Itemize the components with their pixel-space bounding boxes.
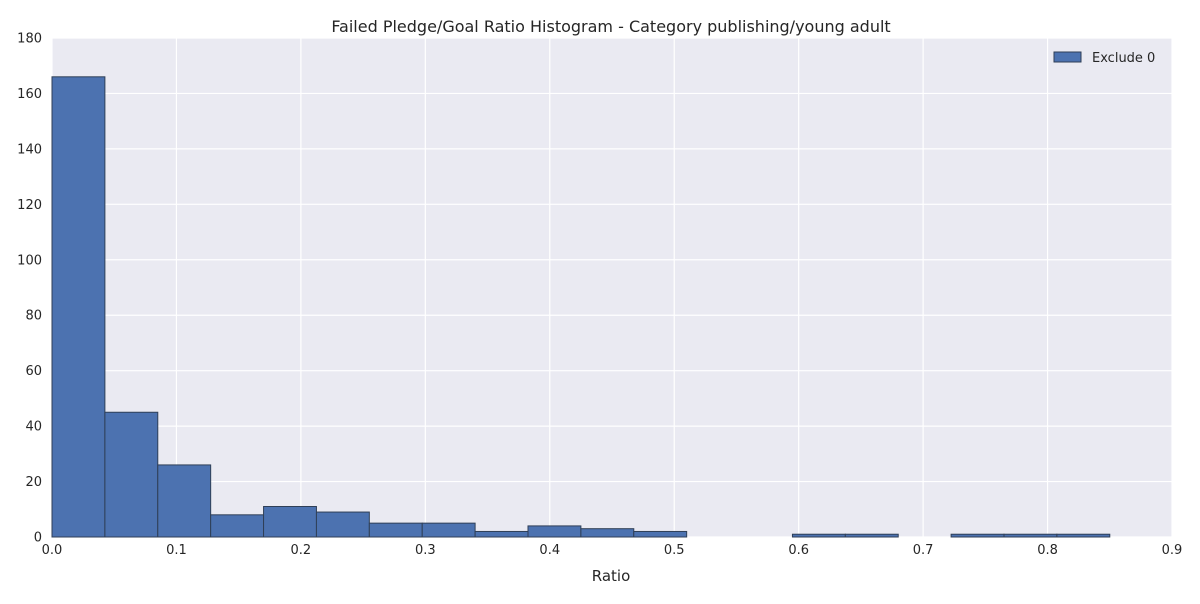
histogram-bar bbox=[1056, 533, 1111, 538]
histogram-bar bbox=[157, 464, 212, 538]
x-tick-label: 0.2 bbox=[291, 543, 312, 558]
histogram-bar bbox=[104, 411, 159, 538]
y-tick-label: 20 bbox=[25, 475, 42, 490]
histogram-bar bbox=[844, 533, 899, 538]
histogram-bar bbox=[1003, 533, 1058, 538]
histogram-bar bbox=[51, 76, 106, 538]
x-tick-label: 0.5 bbox=[664, 543, 685, 558]
legend: Exclude 0 bbox=[1053, 51, 1155, 66]
histogram-bar bbox=[791, 533, 846, 538]
y-tick-label: 100 bbox=[17, 253, 42, 268]
y-tick-label: 60 bbox=[25, 364, 42, 379]
x-tick-label: 0.8 bbox=[1037, 543, 1058, 558]
chart-title: Failed Pledge/Goal Ratio Histogram - Cat… bbox=[331, 17, 890, 36]
y-tick-label: 140 bbox=[17, 142, 42, 157]
histogram-bar bbox=[315, 511, 370, 538]
y-axis-ticks: 0 20 40 60 80 100 120 140 160 180 bbox=[17, 32, 42, 546]
y-tick-label: 180 bbox=[17, 32, 42, 47]
histogram-bar bbox=[263, 506, 317, 538]
histogram-bar bbox=[950, 533, 1005, 538]
legend-label: Exclude 0 bbox=[1092, 51, 1155, 66]
x-tick-label: 0.1 bbox=[166, 543, 187, 558]
histogram-bar bbox=[474, 530, 529, 538]
x-tick-label: 0.4 bbox=[539, 543, 560, 558]
x-tick-label: 0.6 bbox=[788, 543, 809, 558]
y-tick-label: 40 bbox=[25, 420, 42, 435]
legend-swatch bbox=[1053, 51, 1082, 63]
x-tick-label: 0.3 bbox=[415, 543, 436, 558]
histogram-bar bbox=[368, 522, 423, 538]
histogram-bar bbox=[421, 522, 476, 538]
x-tick-label: 0.9 bbox=[1162, 543, 1183, 558]
y-tick-label: 0 bbox=[34, 531, 42, 546]
x-tick-label: 0.0 bbox=[42, 543, 63, 558]
x-tick-label: 0.7 bbox=[913, 543, 934, 558]
x-axis-label: Ratio bbox=[592, 567, 631, 585]
histogram-bar bbox=[633, 530, 688, 538]
y-tick-label: 80 bbox=[25, 309, 42, 324]
histogram-bars bbox=[51, 76, 1111, 538]
y-tick-label: 160 bbox=[17, 87, 42, 102]
histogram-bar bbox=[210, 514, 265, 538]
histogram-bar bbox=[580, 528, 635, 538]
plot-area bbox=[52, 38, 1172, 537]
histogram-bar bbox=[527, 525, 582, 538]
y-tick-label: 120 bbox=[17, 198, 42, 213]
x-axis-ticks: 0.0 0.1 0.2 0.3 0.4 0.5 0.6 0.7 0.8 0.9 bbox=[42, 543, 1183, 558]
